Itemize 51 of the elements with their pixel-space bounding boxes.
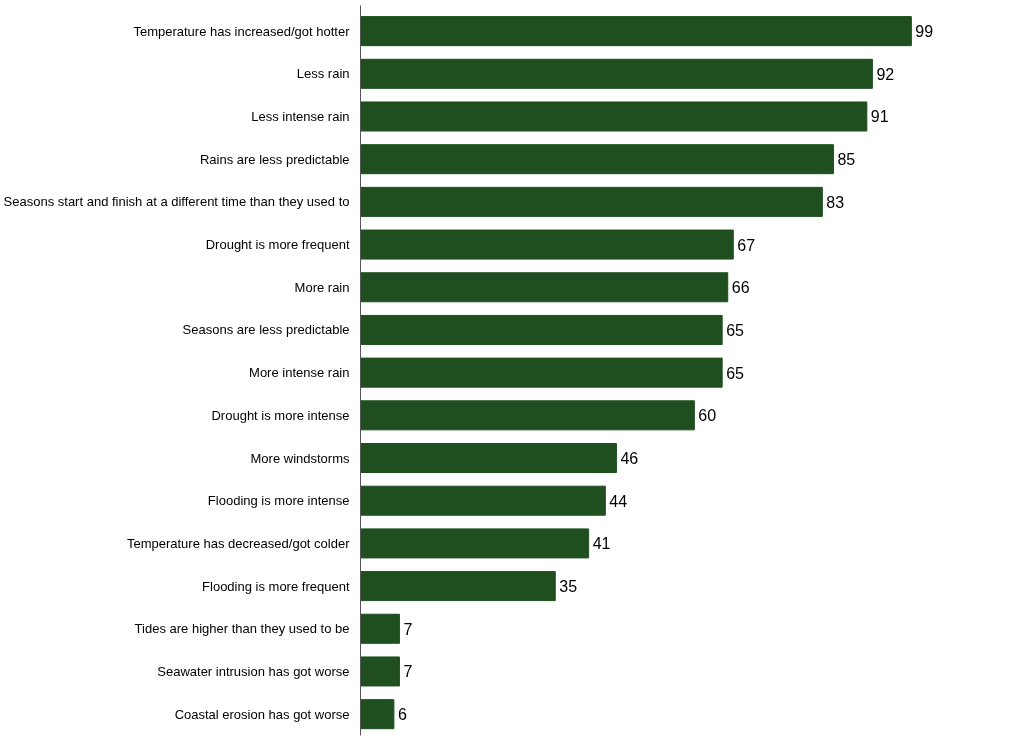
data-label: 46 [620,450,639,468]
data-label: 92 [876,65,895,83]
data-label: 67 [737,236,756,254]
data-label: 44 [609,492,628,510]
y-tick-label: Seawater intrusion has got worse [157,663,350,679]
bar [360,144,834,175]
data-label: 85 [837,151,856,169]
y-tick-label: Flooding is more intense [207,493,350,509]
bar [360,101,868,132]
data-label: 65 [726,364,745,382]
y-tick-label: Seasons start and finish at a different time than they used to [3,194,350,210]
data-label: 83 [826,193,845,211]
data-label: 41 [592,535,611,553]
bar [360,571,556,602]
y-tick-label: More intense rain [249,365,350,381]
bar [360,400,695,431]
y-tick-label: Flooding is more frequent [202,578,350,594]
bar [360,485,606,516]
bar [360,272,729,303]
bar [360,443,617,474]
bar [360,186,823,217]
data-label: 65 [726,321,745,339]
data-label: 7 [403,663,413,681]
y-tick-label: Rains are less predictable [199,151,350,167]
bar [360,699,395,730]
data-label: 91 [870,108,889,126]
bar [360,58,873,89]
y-tick-label: More rain [294,279,350,295]
data-label: 7 [403,620,413,638]
bar [360,656,400,687]
bar [360,357,723,388]
bar [360,528,590,559]
data-label: 66 [731,279,750,297]
y-tick-label: Tides are higher than they used to be [134,621,350,637]
bar [360,613,400,644]
y-tick-label: Less intense rain [251,108,350,124]
y-tick-label: Temperature has increased/got hotter [133,23,351,39]
y-tick-label: Drought is more frequent [205,237,350,253]
y-tick-label: Coastal erosion has got worse [174,706,350,722]
data-label: 60 [698,407,717,425]
y-tick-label: Seasons are less predictable [182,322,350,338]
y-tick-label: Less rain [296,66,350,82]
data-label: 99 [915,23,934,41]
data-label: 35 [559,578,578,596]
bar [360,229,734,260]
y-tick-label: Drought is more intense [211,407,350,423]
data-label: 6 [397,706,407,724]
bar [360,314,723,345]
y-tick-label: Temperature has decreased/got colder [126,535,351,551]
y-tick-label: More windstorms [250,450,350,466]
bar [360,16,912,47]
